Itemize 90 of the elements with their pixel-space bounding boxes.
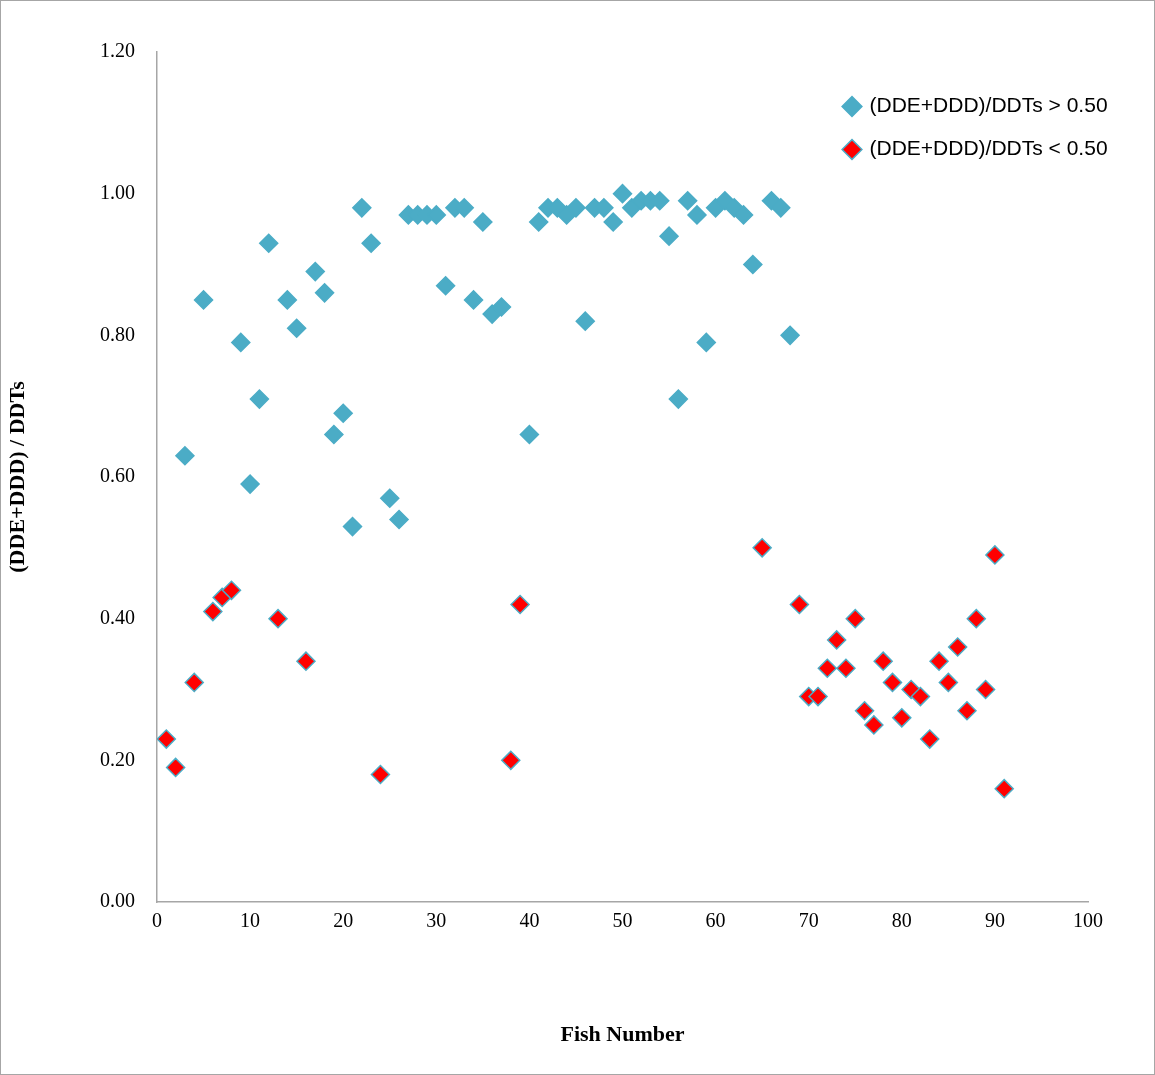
point (808, 686, 828, 707)
point (733, 205, 754, 225)
point (380, 488, 400, 508)
y-tick-label: 0.40 (100, 605, 135, 628)
point (603, 212, 623, 232)
x-tick-label: 50 (612, 909, 633, 932)
point (938, 672, 959, 693)
point (566, 198, 586, 218)
point (929, 651, 949, 671)
point (342, 516, 363, 537)
point (491, 297, 512, 317)
point (463, 290, 484, 310)
point (687, 205, 707, 225)
point (985, 545, 1005, 565)
point (296, 651, 316, 671)
legend-label: (DDE+DDD)/DDTs > 0.50 (869, 93, 1108, 117)
x-tick-label: 10 (240, 909, 261, 932)
point (519, 424, 540, 445)
point (473, 212, 493, 232)
point (957, 701, 977, 721)
point (435, 276, 456, 296)
point (333, 403, 353, 423)
x-tick-label: 100 (1073, 909, 1103, 932)
point (873, 651, 893, 671)
point (193, 290, 214, 310)
y-tick-label: 1.20 (100, 39, 135, 62)
point (836, 658, 856, 678)
x-tick-label: 70 (798, 909, 819, 932)
point (157, 729, 177, 749)
point (575, 311, 596, 331)
point (771, 198, 791, 218)
point (864, 715, 884, 735)
point (249, 389, 270, 409)
point (501, 750, 521, 771)
point (743, 254, 763, 275)
point (994, 778, 1014, 799)
point (966, 608, 987, 629)
y-tick-label: 0.60 (100, 464, 135, 487)
point (277, 290, 298, 310)
x-tick-label: 30 (426, 909, 447, 932)
point (240, 474, 260, 494)
point (370, 764, 391, 785)
point (919, 729, 940, 749)
point (221, 580, 242, 601)
point (882, 672, 903, 693)
point (165, 757, 186, 778)
point (352, 198, 372, 218)
y-axis-title: (DDE+DDD) / DDTs (3, 380, 29, 573)
point (510, 594, 530, 615)
point (361, 233, 381, 253)
point (668, 389, 689, 409)
legend-label: (DDE+DDD)/DDTs < 0.50 (869, 136, 1108, 160)
point (175, 446, 195, 466)
x-tick-label: 20 (333, 909, 354, 932)
point (752, 538, 772, 558)
x-axis-title: Fish Number (560, 1021, 685, 1047)
point (826, 630, 847, 650)
point (528, 212, 549, 232)
point (258, 233, 279, 253)
y-tick-label: 0.00 (100, 889, 135, 912)
x-tick-label: 80 (891, 909, 912, 932)
point (184, 672, 204, 693)
x-tick-label: 60 (705, 909, 726, 932)
point (305, 261, 326, 282)
point (324, 424, 344, 445)
point (910, 686, 931, 707)
point (975, 679, 996, 700)
point (612, 183, 633, 204)
point (231, 332, 251, 353)
point (268, 608, 288, 629)
point (947, 637, 968, 657)
y-tick-label: 0.80 (100, 322, 135, 345)
point (789, 594, 810, 615)
point (677, 191, 698, 211)
point (780, 325, 800, 346)
point (696, 332, 717, 353)
point (892, 708, 912, 728)
point (314, 283, 335, 303)
point (389, 509, 409, 530)
point (845, 608, 865, 629)
x-tick-label: 40 (519, 909, 540, 932)
point (854, 701, 875, 721)
point (817, 658, 838, 678)
point (286, 318, 307, 338)
y-tick-label: 1.00 (100, 180, 135, 203)
x-tick-label: 90 (984, 909, 1005, 932)
point (203, 601, 223, 622)
point (659, 226, 679, 246)
y-tick-label: 0.20 (100, 747, 135, 770)
x-tick-label: 0 (152, 909, 162, 932)
